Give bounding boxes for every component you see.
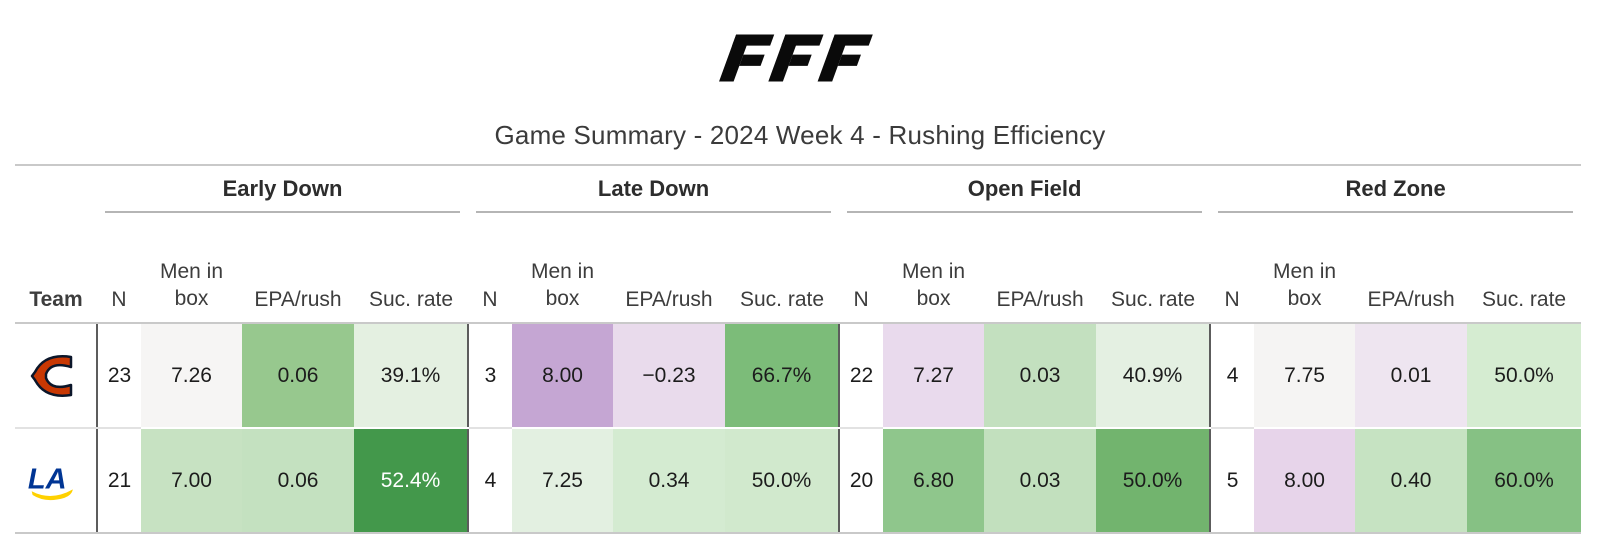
pff-logo bbox=[719, 34, 873, 82]
epa-per-rush-value: 0.06 bbox=[242, 428, 354, 534]
team-logo-cell: LA bbox=[15, 428, 97, 534]
n-value: 4 bbox=[467, 428, 512, 534]
men-in-box-value: 6.80 bbox=[883, 428, 985, 534]
n-value: 21 bbox=[96, 428, 141, 534]
suc-rate-column-header: Suc. rate bbox=[725, 234, 840, 324]
n-column-header: N bbox=[839, 234, 884, 324]
page-title: Game Summary - 2024 Week 4 - Rushing Eff… bbox=[494, 120, 1106, 150]
men-in-box-column-header: Men in box bbox=[883, 234, 985, 324]
suc-rate-value: 39.1% bbox=[354, 323, 468, 429]
group-underline bbox=[1218, 211, 1574, 213]
epa-per-rush-value: −0.23 bbox=[613, 323, 725, 429]
team-column-header: Team bbox=[15, 234, 97, 324]
rushing-efficiency-table: Early Down Late Down Open Field Red Zone bbox=[15, 164, 1582, 534]
men-in-box-value: 8.00 bbox=[512, 323, 613, 429]
men-in-box-value: 7.75 bbox=[1254, 323, 1356, 429]
brand-header bbox=[0, 32, 1600, 84]
n-value: 23 bbox=[96, 323, 141, 429]
table-row-bears: 23 7.26 0.06 39.1% 3 8.00 −0.23 66.7% 22… bbox=[15, 323, 1582, 429]
svg-text:LA: LA bbox=[27, 463, 66, 495]
suc-rate-value: 60.0% bbox=[1467, 428, 1582, 534]
men-in-box-column-header: Men in box bbox=[1254, 234, 1356, 324]
group-header-late-down: Late Down bbox=[468, 165, 839, 234]
group-underline bbox=[476, 211, 832, 213]
team-logo-cell bbox=[15, 323, 97, 429]
epa-per-rush-value: 0.03 bbox=[984, 428, 1097, 534]
team-group-spacer bbox=[15, 165, 97, 234]
epa-per-rush-column-header: EPA/rush bbox=[613, 234, 725, 324]
group-header-early-down: Early Down bbox=[97, 165, 468, 234]
suc-rate-value: 50.0% bbox=[1467, 323, 1582, 429]
n-column-header: N bbox=[97, 234, 141, 324]
suc-rate-value: 40.9% bbox=[1096, 323, 1211, 429]
pff-letter-p bbox=[719, 34, 775, 82]
n-value: 4 bbox=[1209, 323, 1255, 429]
rams-logo: LA bbox=[27, 458, 85, 504]
suc-rate-column-header: Suc. rate bbox=[1467, 234, 1582, 324]
men-in-box-value: 8.00 bbox=[1254, 428, 1356, 534]
men-in-box-value: 7.27 bbox=[883, 323, 985, 429]
group-label: Late Down bbox=[597, 176, 710, 201]
group-header-open-field: Open Field bbox=[839, 165, 1210, 234]
n-value: 5 bbox=[1209, 428, 1255, 534]
men-in-box-value: 7.00 bbox=[141, 428, 242, 534]
epa-per-rush-value: 0.40 bbox=[1355, 428, 1468, 534]
n-value: 22 bbox=[838, 323, 884, 429]
group-label: Open Field bbox=[967, 176, 1082, 201]
epa-per-rush-value: 0.01 bbox=[1355, 323, 1468, 429]
men-in-box-value: 7.25 bbox=[512, 428, 613, 534]
suc-rate-value: 50.0% bbox=[1096, 428, 1211, 534]
suc-rate-value: 50.0% bbox=[725, 428, 840, 534]
pff-letter-f2 bbox=[817, 34, 873, 82]
group-label: Early Down bbox=[222, 176, 343, 201]
epa-per-rush-column-header: EPA/rush bbox=[984, 234, 1097, 324]
n-column-header: N bbox=[468, 234, 512, 324]
men-in-box-column-header: Men in box bbox=[512, 234, 613, 324]
suc-rate-value: 66.7% bbox=[725, 323, 840, 429]
epa-per-rush-value: 0.03 bbox=[984, 323, 1097, 429]
pff-letter-f1 bbox=[768, 34, 824, 82]
epa-per-rush-value: 0.06 bbox=[242, 323, 354, 429]
epa-per-rush-column-header: EPA/rush bbox=[1355, 234, 1468, 324]
group-header-red-zone: Red Zone bbox=[1210, 165, 1581, 234]
suc-rate-value: 52.4% bbox=[354, 428, 468, 534]
bears-logo bbox=[28, 350, 84, 402]
n-value: 3 bbox=[467, 323, 512, 429]
group-header-row: Early Down Late Down Open Field Red Zone bbox=[15, 165, 1581, 234]
suc-rate-column-header: Suc. rate bbox=[354, 234, 468, 324]
men-in-box-value: 7.26 bbox=[141, 323, 242, 429]
epa-per-rush-value: 0.34 bbox=[613, 428, 725, 534]
n-value: 20 bbox=[838, 428, 884, 534]
men-in-box-column-header: Men in box bbox=[141, 234, 242, 324]
column-header-row: Team N Men in box EPA/rush Suc. rate N M… bbox=[15, 234, 1582, 324]
epa-per-rush-column-header: EPA/rush bbox=[242, 234, 354, 324]
n-column-header: N bbox=[1210, 234, 1255, 324]
group-underline bbox=[847, 211, 1203, 213]
group-label: Red Zone bbox=[1345, 176, 1446, 201]
suc-rate-column-header: Suc. rate bbox=[1096, 234, 1211, 324]
table-row-rams: LA 21 7.00 0.06 52.4% 4 7.25 0.34 50.0% … bbox=[15, 428, 1582, 534]
group-underline bbox=[105, 211, 460, 213]
